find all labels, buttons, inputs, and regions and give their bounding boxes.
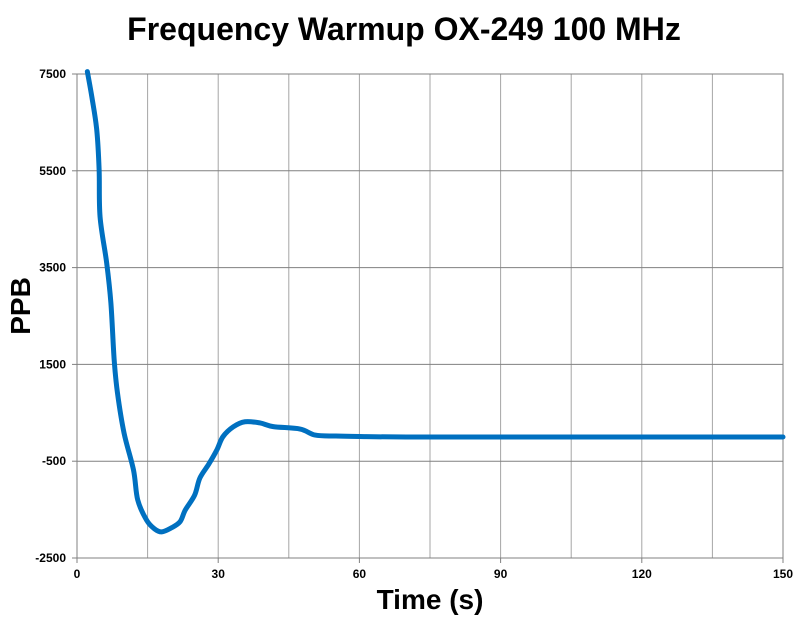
y-tick-label: 5500 — [39, 164, 66, 178]
x-tick-label: 0 — [74, 567, 81, 581]
x-tick-label: 120 — [632, 567, 652, 581]
y-tick-label: 3500 — [39, 261, 66, 275]
y-axis-label: PPB — [5, 277, 36, 335]
y-tick-label: -500 — [42, 454, 66, 468]
grid — [76, 73, 784, 559]
y-tick-label: 1500 — [39, 357, 66, 371]
x-tick-label: 30 — [212, 567, 226, 581]
y-tick-label: -2500 — [35, 551, 66, 565]
x-tick-label: 90 — [494, 567, 508, 581]
series-line — [84, 69, 786, 535]
x-tick-label: 150 — [773, 567, 793, 581]
x-axis-label: Time (s) — [377, 584, 484, 615]
y-axis: 7500 5500 3500 1500 -500 -2500 — [35, 67, 77, 565]
y-tick-label: 7500 — [39, 67, 66, 81]
x-axis: 0 30 60 90 120 150 — [74, 558, 793, 581]
x-tick-label: 60 — [353, 567, 367, 581]
plot-area-border — [76, 73, 784, 559]
chart-title: Frequency Warmup OX-249 100 MHz — [127, 11, 681, 47]
